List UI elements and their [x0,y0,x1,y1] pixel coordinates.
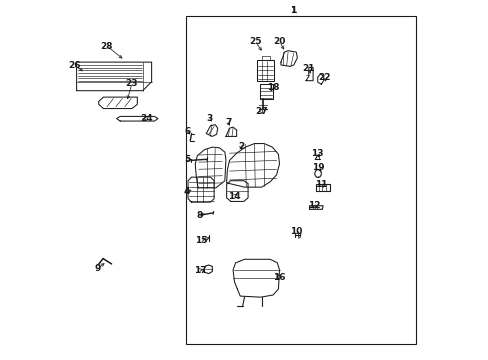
Text: 21: 21 [302,64,314,73]
Text: 2: 2 [237,141,244,150]
Text: 22: 22 [318,73,330,82]
Bar [185,16,415,344]
Text: 1: 1 [289,6,295,15]
Text: 7: 7 [225,118,231,127]
Bar [315,184,329,192]
Text: 8: 8 [196,211,203,220]
Text: 14: 14 [228,192,240,201]
Text: 24: 24 [140,114,152,123]
Text: 1: 1 [289,6,295,15]
Text: 19: 19 [312,163,325,172]
Text: 12: 12 [307,201,320,210]
Text: 23: 23 [125,79,138,88]
Text: 17: 17 [193,266,206,275]
Text: 15: 15 [194,235,207,244]
Text: 20: 20 [273,37,285,46]
Text: 6: 6 [184,127,190,136]
Text: 4: 4 [183,187,189,196]
Bar [259,84,272,99]
Text: 27: 27 [255,107,267,116]
Text: 13: 13 [311,149,324,158]
Text: 18: 18 [266,83,279,92]
Text: 10: 10 [289,227,302,236]
Text: 9: 9 [94,264,101,273]
Bar [257,60,274,81]
Text: 11: 11 [314,180,327,189]
Text: 3: 3 [206,114,212,123]
Text: 26: 26 [68,61,81,70]
Text: 5: 5 [184,155,190,164]
Text: 25: 25 [248,37,261,46]
Text: 16: 16 [273,273,285,282]
Text: 28: 28 [101,41,113,50]
